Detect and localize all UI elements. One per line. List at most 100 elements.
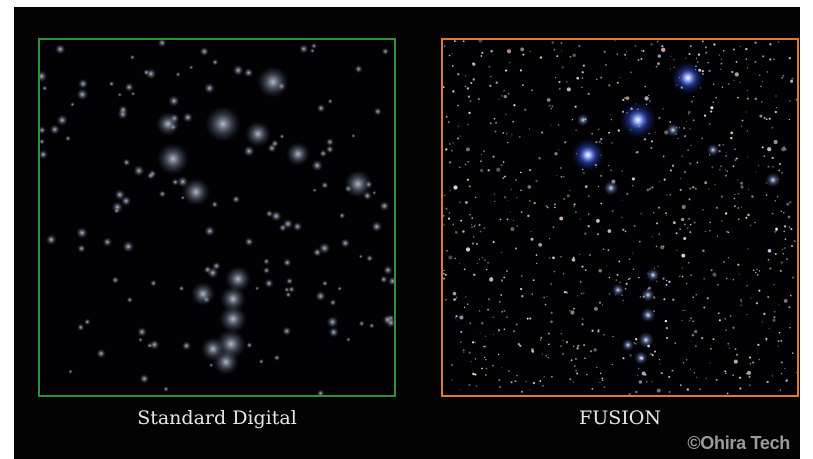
star-blur — [243, 145, 255, 157]
star — [747, 188, 750, 190]
star-blur — [285, 291, 292, 298]
star — [505, 132, 508, 135]
star — [648, 187, 652, 191]
star — [584, 232, 587, 235]
star — [651, 380, 654, 383]
star — [485, 374, 487, 376]
star — [510, 381, 513, 384]
star — [649, 100, 651, 102]
star — [718, 54, 720, 56]
star — [468, 111, 471, 115]
star — [584, 357, 586, 360]
star — [498, 386, 502, 389]
star — [685, 57, 687, 59]
star — [737, 193, 739, 195]
star-blur — [149, 339, 160, 350]
star-blur — [338, 212, 346, 219]
star — [689, 45, 692, 48]
star — [533, 201, 536, 205]
star — [790, 244, 794, 248]
star — [688, 198, 691, 201]
star — [665, 326, 669, 330]
star — [573, 307, 575, 310]
star — [745, 47, 748, 51]
star — [596, 219, 600, 223]
star — [754, 97, 757, 100]
star — [474, 224, 476, 226]
star — [553, 203, 556, 206]
star — [735, 61, 738, 63]
star — [783, 247, 786, 250]
star-blur — [130, 91, 136, 97]
star — [500, 279, 504, 282]
star — [768, 327, 770, 330]
star — [635, 391, 638, 393]
star — [573, 203, 576, 206]
star — [519, 136, 521, 138]
star — [651, 354, 654, 357]
star — [474, 358, 477, 360]
star — [453, 298, 456, 301]
star — [553, 270, 556, 273]
star — [467, 95, 471, 98]
star — [649, 352, 652, 356]
star — [715, 378, 718, 381]
star-blur — [182, 112, 194, 123]
star — [672, 221, 676, 225]
star — [558, 124, 560, 126]
star — [689, 231, 692, 234]
star-blur — [102, 237, 113, 247]
star — [708, 69, 711, 72]
star — [490, 50, 493, 53]
star — [459, 315, 464, 320]
star — [684, 223, 686, 226]
star — [452, 142, 454, 144]
star — [621, 170, 624, 172]
star — [627, 278, 630, 281]
star — [789, 294, 792, 297]
star — [790, 79, 794, 83]
star — [569, 189, 571, 191]
star — [499, 218, 502, 221]
star-blur — [54, 43, 66, 55]
star — [678, 275, 681, 278]
star — [709, 362, 711, 364]
star — [618, 260, 621, 263]
star — [468, 213, 471, 216]
star — [511, 134, 513, 136]
star-blur — [382, 314, 393, 325]
star — [775, 228, 778, 231]
star — [611, 142, 613, 144]
star — [688, 53, 691, 55]
star — [478, 310, 481, 312]
star — [683, 237, 687, 240]
star — [636, 151, 639, 154]
star — [725, 154, 728, 158]
star — [668, 280, 671, 283]
star — [635, 338, 638, 341]
star-blur — [321, 280, 328, 287]
star — [498, 378, 501, 382]
star — [682, 309, 684, 312]
star-blur — [168, 95, 180, 107]
star — [727, 231, 730, 234]
star — [476, 263, 478, 265]
star — [780, 210, 783, 213]
star — [576, 295, 579, 297]
star — [598, 140, 601, 144]
star — [481, 51, 484, 54]
star — [457, 104, 459, 107]
star — [600, 138, 603, 141]
star — [622, 98, 625, 102]
star-blur — [175, 71, 181, 77]
star-blur — [255, 286, 260, 291]
star — [661, 44, 664, 48]
star-blur — [117, 92, 123, 97]
star — [494, 200, 496, 203]
star-blur — [351, 133, 356, 139]
star — [718, 144, 721, 147]
star — [469, 100, 472, 102]
star — [751, 195, 754, 198]
star — [733, 80, 735, 82]
star — [758, 165, 760, 167]
